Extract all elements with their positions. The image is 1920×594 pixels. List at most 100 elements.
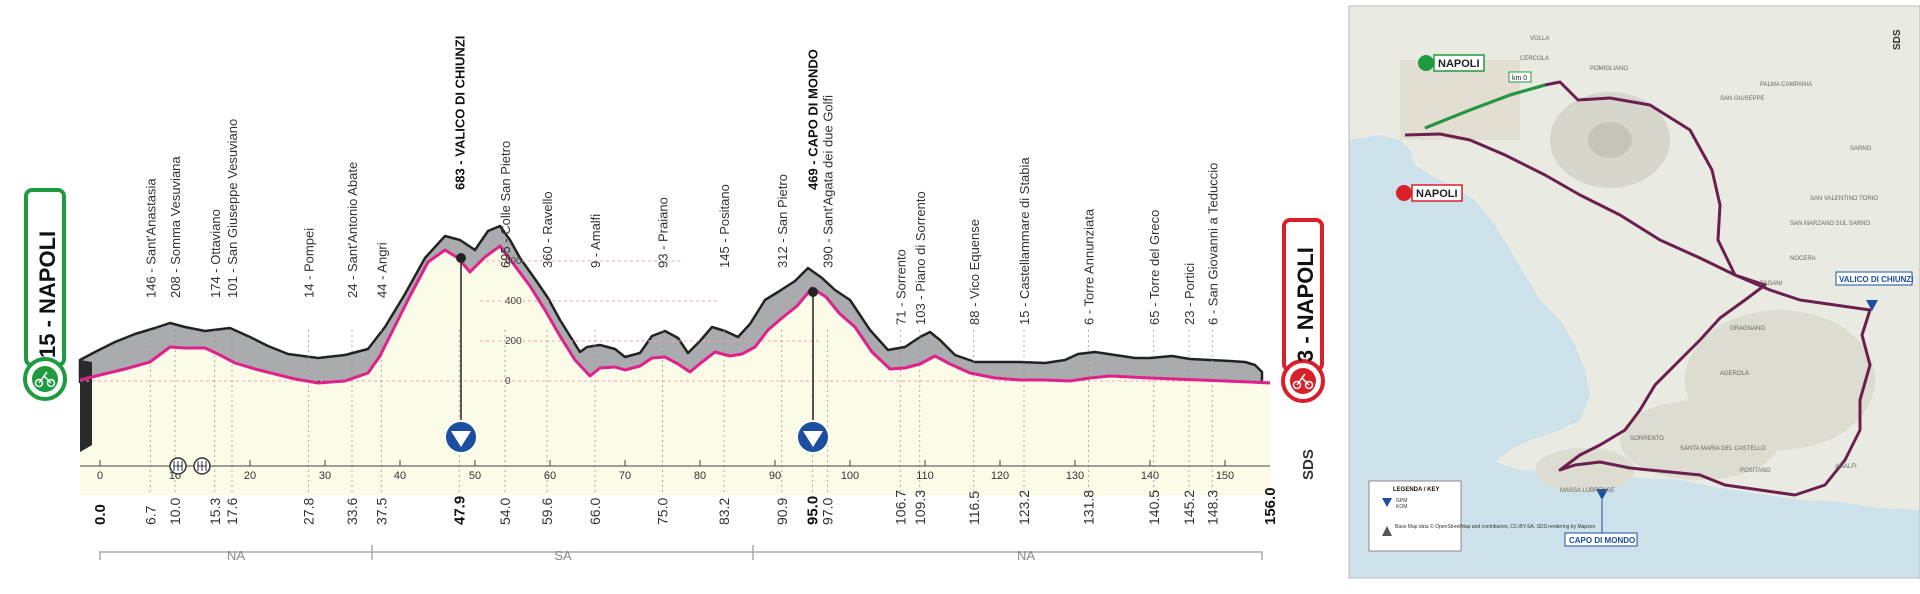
waypoint-label: 24 - Sant'Antonio Abate	[345, 162, 360, 298]
map-place-name: SAN VALENTINO TORIO	[1810, 196, 1878, 202]
bike-icon	[1290, 368, 1316, 394]
waypoints: 0.0 6.7 146 - Sant'Anastasia 10.0 208 - Somm…	[92, 36, 1279, 525]
terrain-shape	[78, 224, 1264, 384]
waypoint-km: 90.9	[774, 498, 790, 525]
km-tick-label: 120	[991, 470, 1009, 482]
elevation-label-200: 200	[505, 336, 522, 347]
waypoint-label: 93 - Praiano	[656, 197, 671, 268]
province-label: SA	[554, 548, 572, 563]
map-place-names: VOLLA CERCOLA POMIGLIANO PALMA CAMPANIA SAN …	[1520, 36, 1878, 494]
waypoint-km: 123.2	[1016, 490, 1032, 525]
waypoint-label: 103 - Piano di Sorrento	[913, 191, 928, 325]
waypoint-km: 131.8	[1081, 490, 1097, 525]
waypoint-km: 83.2	[716, 498, 732, 525]
waypoint-label: 23 - Portici	[1182, 263, 1197, 325]
waypoint-label: 9 - Amalfi	[588, 214, 603, 268]
waypoint-km: 15.3	[207, 498, 223, 525]
waypoint-label: 145 - Positano	[717, 184, 732, 268]
profile-fill	[80, 246, 1270, 495]
map-climb-label: VALICO DI CHIUNZI	[1839, 275, 1914, 284]
gpm-marker-capo-di-mondo	[796, 287, 830, 454]
finish-badge-label: 3 - NAPOLI	[1293, 247, 1318, 362]
map-place-name: NOCERA	[1790, 256, 1816, 262]
waypoint-label: 390 - Sant'Agata dei due Golfi	[821, 95, 836, 268]
map-place-name: SARNO	[1850, 146, 1872, 152]
km-tick-label: 140	[1141, 470, 1159, 482]
waypoint-km: 116.5	[966, 491, 982, 525]
waypoint-km: 27.8	[301, 498, 317, 525]
waypoint-km: 148.3	[1204, 490, 1220, 525]
map-route	[1404, 80, 1872, 497]
map-place-name: PAGANI	[1760, 281, 1783, 287]
waypoint-label: 71 - Sorrento	[893, 249, 908, 325]
km-tick-label: 60	[544, 470, 556, 482]
map-finish-label: NAPOLI	[1416, 188, 1458, 200]
map-climb-chiunzi: VALICO DI CHIUNZI	[1835, 271, 1914, 311]
legend-kom: KOM	[1396, 504, 1407, 510]
province-label: NA	[1017, 548, 1035, 563]
terrain-edge	[80, 360, 92, 452]
km-tick-label: 80	[694, 470, 706, 482]
km-tick-label: 130	[1066, 470, 1084, 482]
waypoint-km: 156.0	[1262, 487, 1279, 525]
waypoint-km: 75.0	[655, 498, 671, 525]
waypoint-km: 109.3	[912, 490, 928, 525]
waypoint-km: 97.0	[820, 498, 836, 525]
legend-gpm: GPM	[1396, 498, 1407, 504]
waypoint-km: 10.0	[167, 498, 183, 525]
map-place-name: POMIGLIANO	[1590, 66, 1628, 72]
map-place-name: SORRENTO	[1630, 436, 1664, 442]
map-finish-town: NAPOLI	[1396, 184, 1463, 202]
map-place-name: PALMA CAMPANIA	[1760, 82, 1812, 88]
route-map: NAPOLI NAPOLI km 0 VALICO DI CHIUNZI CAP	[1348, 5, 1920, 579]
waypoint-label: 208 - Somma Vesuviana	[168, 156, 183, 298]
km-tick-label: 100	[841, 470, 859, 482]
map-place-name: SANTA MARIA DEL CASTELLO	[1680, 446, 1766, 452]
map-place-name: SAN GIUSEPPE	[1720, 96, 1765, 102]
start-badge-label: 15 - NAPOLI	[35, 231, 60, 358]
gpm-icon	[1382, 498, 1392, 507]
map-place-name: VOLLA	[1530, 36, 1549, 42]
waypoint-km: 17.6	[224, 498, 240, 525]
map-start-town: NAPOLI	[1418, 54, 1485, 72]
waypoint-label: 695 - Colle San Pietro	[498, 141, 513, 268]
waypoint-km: 0.0	[92, 504, 109, 525]
osm-icon	[1382, 526, 1392, 536]
waypoint-label: 15 - Castellammare di Stabia	[1017, 157, 1032, 325]
waypoint-label: 14 - Pompei	[302, 228, 317, 298]
waypoint-label: 6 - San Giovanni a Teduccio	[1205, 163, 1220, 325]
waypoint-label: 360 - Ravello	[540, 191, 555, 268]
km-tick-label: 20	[244, 470, 256, 482]
waypoint-km: 106.7	[892, 490, 908, 525]
waypoint-label: 44 - Angri	[374, 242, 389, 298]
start-badge: 15 - NAPOLI	[23, 188, 67, 401]
map-legend: LEGENDA / KEY GPM KOM Base Map data © Op…	[1368, 480, 1595, 552]
km-ticks: 0 10 20 30 40 50 60 70 80 90 100 110 120 130 140 150	[97, 460, 1234, 482]
map-climb-label: CAPO DI MONDO	[1569, 536, 1635, 545]
waypoint-km: 66.0	[587, 498, 603, 525]
map-place-name: AGEROLA	[1720, 371, 1749, 377]
waypoint-label: 146 - Sant'Anastasia	[143, 178, 158, 298]
waypoint-km: 140.5	[1146, 490, 1162, 525]
map-place-name: CERCOLA	[1520, 56, 1549, 62]
map-start-label: NAPOLI	[1438, 58, 1480, 70]
waypoint-label: 683 - VALICO DI CHIUNZI	[452, 36, 467, 190]
map-place-name: GRAGNANO	[1730, 326, 1765, 332]
map-km0-label: km 0	[1512, 75, 1527, 82]
km-tick-label: 110	[916, 470, 934, 482]
legend-credits: Base Map data © OpenStreetMap and contri…	[1395, 523, 1595, 530]
waypoint-km: 47.9	[451, 496, 468, 525]
waypoint-label: 101 - San Giuseppe Vesuviano	[225, 119, 240, 298]
brand-logo: SDS	[1300, 449, 1317, 480]
km-tick-label: 90	[769, 470, 781, 482]
elevation-label-400: 400	[505, 296, 522, 307]
km-tick-label: 40	[394, 470, 406, 482]
sprint-icons	[169, 457, 211, 475]
map-place-name: AMALFI	[1835, 464, 1857, 470]
km-tick-label: 30	[319, 470, 331, 482]
waypoint-label: 469 - CAPO DI MONDO	[806, 49, 821, 190]
waypoint-label: 6 - Torre Annunziata	[1082, 208, 1097, 325]
waypoint-label: 88 - Vico Equense	[967, 219, 982, 325]
waypoint-km: 6.7	[142, 505, 158, 525]
